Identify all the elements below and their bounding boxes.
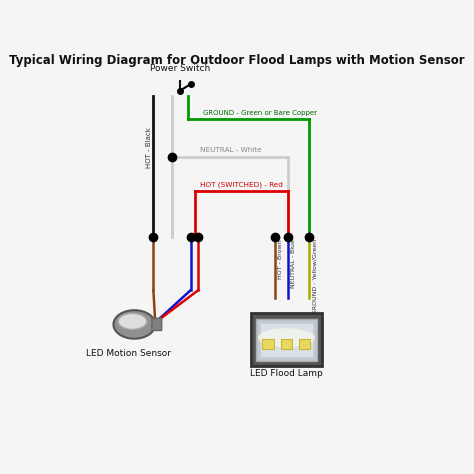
Text: LED Motion Sensor: LED Motion Sensor [86,349,171,358]
Text: Power Switch: Power Switch [150,64,210,73]
Text: HOT (SWITCHED) - Red: HOT (SWITCHED) - Red [201,181,283,188]
Ellipse shape [258,328,315,347]
Ellipse shape [118,313,147,329]
Text: NEUTRAL - White: NEUTRAL - White [200,147,261,154]
Text: LED Flood Lamp: LED Flood Lamp [250,369,323,378]
FancyBboxPatch shape [299,339,310,349]
FancyBboxPatch shape [251,313,322,366]
Text: HOT - Brown: HOT - Brown [278,239,283,279]
Ellipse shape [113,310,155,339]
Text: Typical Wiring Diagram for Outdoor Flood Lamps with Motion Sensor: Typical Wiring Diagram for Outdoor Flood… [9,54,465,67]
Text: NEUTRAL - Blue: NEUTRAL - Blue [292,239,296,288]
FancyBboxPatch shape [281,339,292,349]
Text: GROUND - Yellow/Green: GROUND - Yellow/Green [312,239,317,314]
Text: GROUND - Green or Bare Copper: GROUND - Green or Bare Copper [203,110,317,116]
FancyBboxPatch shape [256,319,317,361]
FancyBboxPatch shape [263,339,274,349]
FancyBboxPatch shape [260,322,313,357]
FancyBboxPatch shape [152,319,162,330]
Text: HOT - Black: HOT - Black [146,127,152,168]
